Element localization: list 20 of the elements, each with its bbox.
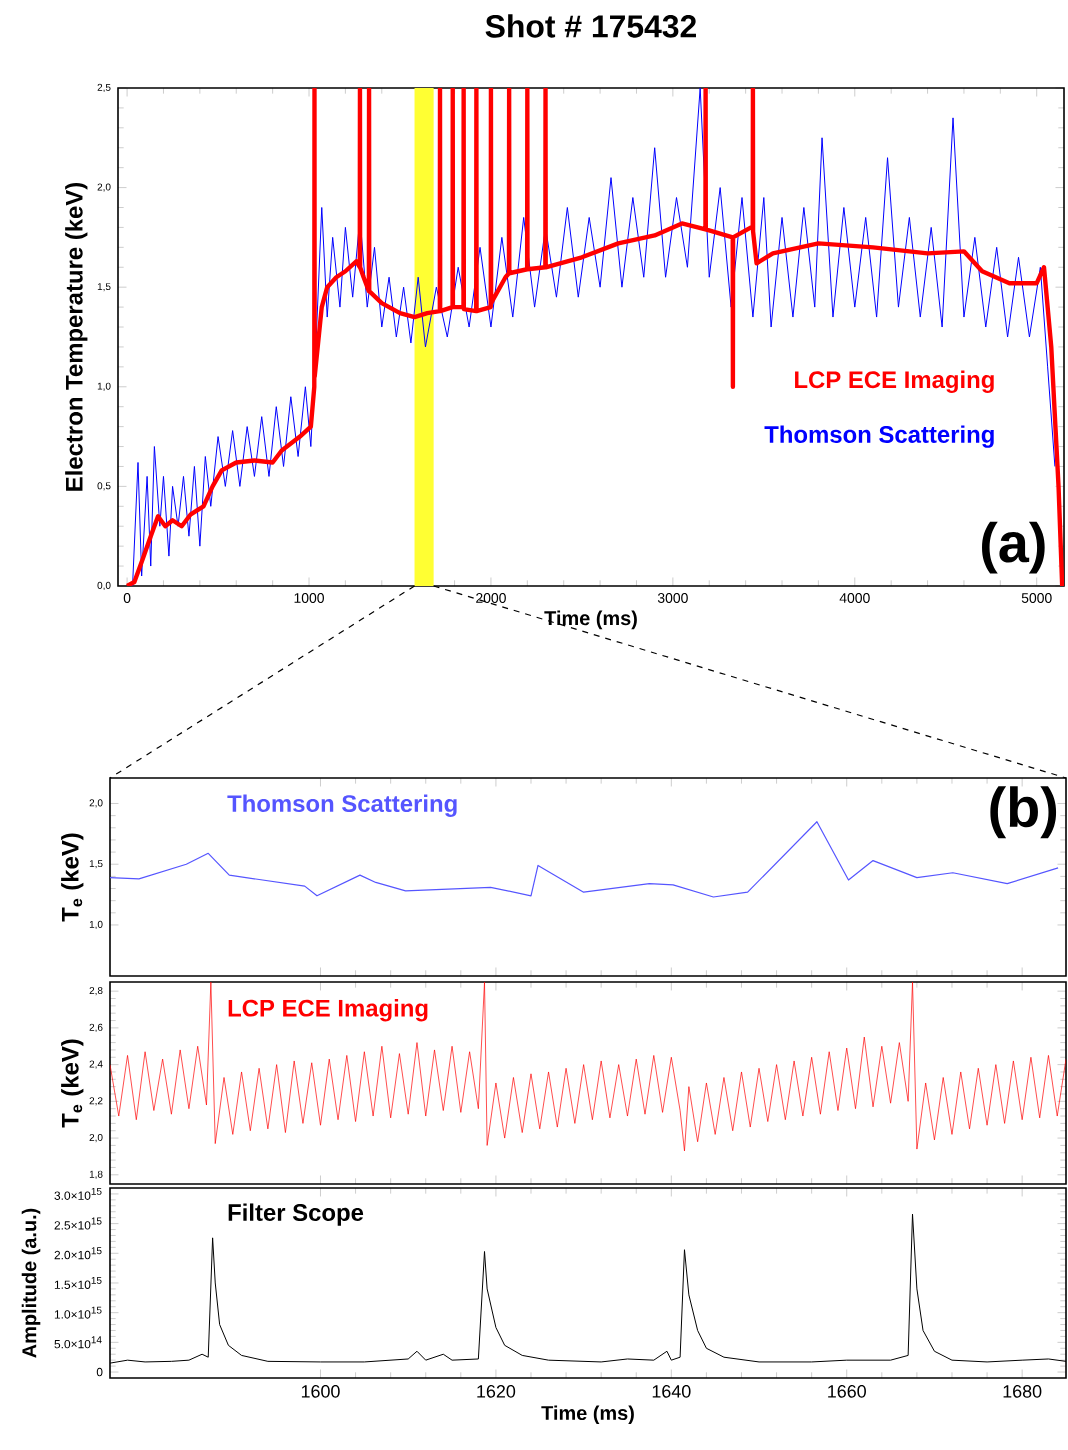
y-axis-title: Amplitude (a.u.)	[21, 1208, 41, 1358]
y-axis-title: T$_{e}$ (keV)	[61, 1039, 84, 1128]
chart-title: Shot # 175432	[485, 14, 696, 38]
series-label: Filter Scope	[228, 1203, 364, 1226]
text: LCP ECE Imaging	[795, 370, 994, 393]
x-tick-label: 1640	[652, 1385, 691, 1398]
series-label: LCP ECE Imaging	[228, 999, 428, 1022]
x-tick-label: 1620	[477, 1385, 516, 1398]
annotation: (a)	[982, 521, 1045, 574]
x-tick-label: 1680	[1003, 1385, 1042, 1398]
text: Thomson Scattering	[764, 425, 994, 448]
line-series	[110, 981, 1066, 1152]
y-axis-title: Electron Temperature (keV)	[65, 182, 88, 491]
series-label: Thomson Scattering	[227, 794, 457, 817]
x-axis-title: Time (ms)	[541, 1405, 634, 1424]
x-tick-label: 1660	[828, 1385, 866, 1398]
y-axis-title: T$_{e}$ (keV)	[61, 833, 84, 922]
x-tick-label: 1600	[301, 1385, 340, 1398]
x-axis-title: Time (ms)	[544, 610, 637, 630]
annotation: (b)	[990, 786, 1057, 839]
